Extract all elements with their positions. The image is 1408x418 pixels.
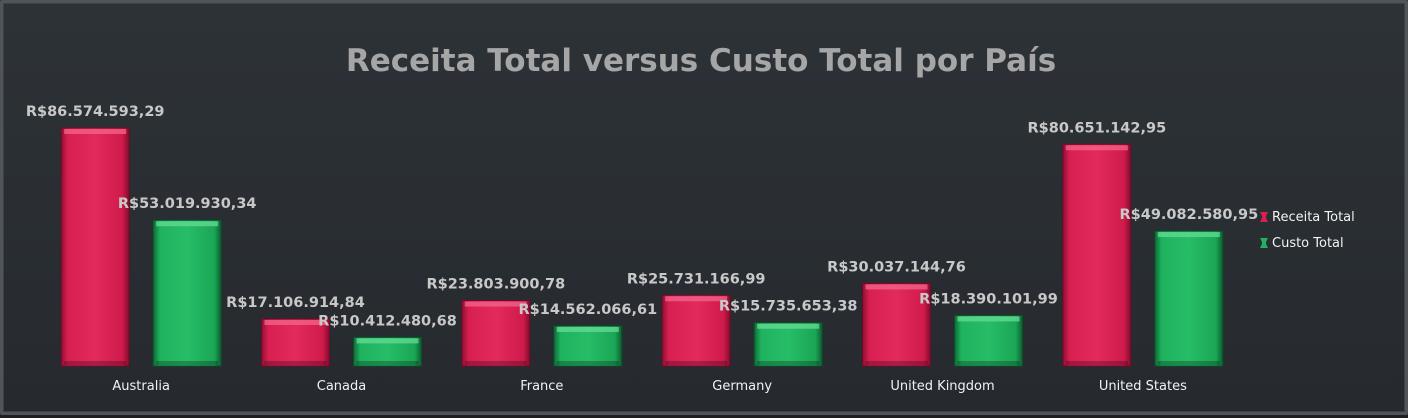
bar-bevel-top <box>264 319 327 325</box>
bar-bevel-top <box>957 316 1020 322</box>
legend-key-icon <box>1260 238 1268 248</box>
bar-bevel-bottom <box>464 361 527 365</box>
bar-body <box>954 314 1023 367</box>
legend-label: Custo Total <box>1272 236 1344 251</box>
bar-body <box>152 219 222 367</box>
bar-body <box>753 322 823 367</box>
bar-receita-germany <box>661 294 731 367</box>
bar-bevel-top <box>556 326 619 332</box>
bar-custo-australia <box>152 219 222 367</box>
bar-bevel-bottom <box>64 361 127 365</box>
bar-body <box>1062 143 1132 367</box>
bar-chart: Receita Total versus Custo Total por Paí… <box>26 43 1355 394</box>
bar-body <box>661 294 731 367</box>
bar-custo-canada <box>353 336 422 367</box>
bar-receita-united-kingdom <box>862 282 931 367</box>
bar-body <box>261 318 330 367</box>
data-label: R$49.082.580,95 <box>1119 207 1258 223</box>
bar-bevel-bottom <box>865 361 928 365</box>
data-label: R$25.731.166,99 <box>627 271 766 287</box>
bar-bevel-bottom <box>1065 361 1128 365</box>
bar-bevel-bottom <box>957 361 1020 365</box>
bar-body <box>1154 230 1224 367</box>
bar-custo-united-states <box>1154 230 1224 367</box>
category-label: Germany <box>712 379 772 394</box>
legend-label: Receita Total <box>1272 210 1355 225</box>
bar-bevel-bottom <box>757 361 820 365</box>
category-label: Australia <box>112 379 170 394</box>
bar-custo-germany <box>753 322 823 367</box>
bar-bevel-top <box>1157 232 1220 238</box>
bar-custo-united-kingdom <box>954 314 1023 367</box>
data-label: R$14.562.066,61 <box>518 302 657 318</box>
category-label: France <box>520 379 563 394</box>
bar-bevel-bottom <box>665 361 728 365</box>
bar-bevel-bottom <box>356 361 419 365</box>
bar-bevel-bottom <box>264 361 327 365</box>
bar-body <box>553 325 623 367</box>
category-label: Canada <box>317 379 366 394</box>
data-label: R$17.106.914,84 <box>226 295 365 311</box>
legend: Receita Total Custo Total <box>1260 210 1355 251</box>
data-label: R$10.412.480,68 <box>318 313 457 329</box>
data-label: R$23.803.900,78 <box>426 277 565 293</box>
bar-body <box>60 127 130 367</box>
data-label: R$15.735.653,38 <box>719 299 858 315</box>
data-label: R$18.390.101,99 <box>919 291 1058 307</box>
bar-bevel-top <box>156 221 219 227</box>
plot-area: R$86.574.593,29 R$53.019.930,34 Australia R… <box>26 104 1258 394</box>
bar-receita-canada <box>261 318 330 367</box>
bar-bevel-bottom <box>156 361 219 365</box>
data-label: R$80.651.142,95 <box>1027 120 1166 136</box>
category-label: United Kingdom <box>890 379 994 394</box>
bar-bevel-top <box>356 338 419 344</box>
bar-bevel-bottom <box>556 361 619 365</box>
bar-bevel-top <box>865 284 928 290</box>
category-label: United States <box>1099 379 1187 394</box>
data-label: R$86.574.593,29 <box>26 104 165 120</box>
bar-bevel-top <box>757 323 820 329</box>
bar-bevel-top <box>1065 145 1128 151</box>
legend-key-icon <box>1260 212 1268 222</box>
bar-body <box>862 282 931 367</box>
bar-bevel-top <box>665 296 728 302</box>
bar-receita-france <box>461 300 531 367</box>
chart-title: Receita Total versus Custo Total por Paí… <box>346 43 1056 79</box>
legend-item-custo-total: Custo Total <box>1260 236 1344 251</box>
data-label: R$53.019.930,34 <box>118 196 257 212</box>
legend-item-receita-total: Receita Total <box>1260 210 1355 225</box>
bar-receita-united-states <box>1062 143 1132 367</box>
bar-bevel-top <box>464 301 527 307</box>
bar-bevel-top <box>64 129 127 134</box>
bar-body <box>461 300 531 367</box>
bar-bevel-bottom <box>1157 361 1220 365</box>
bar-receita-australia <box>60 127 130 367</box>
data-label: R$30.037.144,76 <box>827 259 966 275</box>
bar-custo-france <box>553 325 623 367</box>
